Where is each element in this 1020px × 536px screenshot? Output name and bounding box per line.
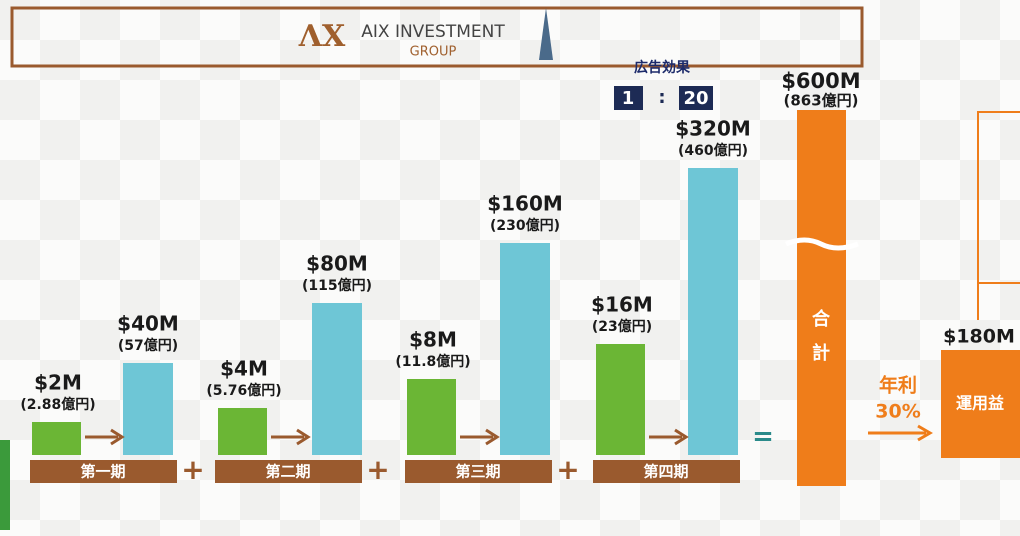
profit-box — [941, 350, 1020, 458]
invest-value: $16M — [591, 293, 653, 317]
return-bar — [688, 168, 738, 455]
ratio-colon: : — [658, 87, 665, 108]
invest-yen: (5.76億円) — [206, 382, 281, 399]
return-bar — [312, 303, 362, 455]
bracket — [977, 111, 1020, 320]
period-name: 第三期 — [455, 463, 500, 481]
total-label: 計 — [812, 342, 830, 364]
annual-rate: 30% — [875, 401, 920, 423]
return-bar — [500, 243, 550, 455]
logo-sub: GROUP — [410, 45, 457, 60]
arrow — [868, 424, 933, 442]
period-band — [405, 460, 552, 483]
return-value: $40M — [117, 312, 179, 336]
return-value: $80M — [306, 252, 368, 276]
arrow — [649, 428, 689, 446]
profit-label: 運用益 — [956, 394, 1004, 413]
invest-yen: (11.8億円) — [395, 353, 470, 370]
period-name: 第一期 — [80, 463, 125, 481]
invest-yen: (23億円) — [592, 318, 652, 335]
return-value: $160M — [487, 192, 563, 216]
plus-sign: + — [556, 453, 579, 486]
invest-bar — [32, 422, 81, 455]
ratio-left: 1 — [622, 88, 635, 109]
total-bar — [797, 110, 846, 486]
total-value: $600M — [781, 69, 860, 93]
return-value: $320M — [675, 117, 751, 141]
invest-value: $4M — [220, 357, 268, 381]
invest-yen: (2.88億円) — [20, 396, 95, 413]
arrow — [271, 428, 311, 446]
ratio-box — [679, 86, 713, 110]
side-strip — [0, 440, 10, 530]
period-band — [215, 460, 362, 483]
total-label: 合 — [812, 308, 831, 330]
profit-value: $180M — [943, 326, 1015, 348]
arrow — [85, 428, 125, 446]
return-yen: (460億円) — [678, 142, 748, 159]
invest-bar — [218, 408, 267, 455]
break-mark — [785, 237, 859, 251]
return-yen: (230億円) — [490, 217, 560, 234]
equals-sign: = — [752, 422, 774, 452]
plus-sign: + — [366, 453, 389, 486]
logo-text: AIX INVESTMENT — [361, 22, 505, 42]
ratio-box — [614, 86, 643, 110]
ratio-right: 20 — [683, 88, 708, 109]
logo-mark: ΛX — [298, 19, 346, 54]
period-band — [30, 460, 177, 483]
header-frame — [10, 6, 864, 68]
tower-icon — [539, 8, 553, 60]
ad-effect-label: 広告効果 — [634, 59, 691, 76]
return-yen: (57億円) — [118, 337, 178, 354]
invest-bar — [596, 344, 645, 455]
invest-bar — [407, 379, 456, 455]
total-yen: (863億円) — [783, 92, 858, 110]
period-name: 第四期 — [643, 463, 688, 481]
plus-sign: + — [181, 453, 204, 486]
period-band — [593, 460, 740, 483]
return-yen: (115億円) — [302, 277, 372, 294]
invest-value: $2M — [34, 371, 82, 395]
period-name: 第二期 — [265, 463, 310, 481]
arrow — [460, 428, 500, 446]
annual-label: 年利 — [879, 374, 917, 397]
invest-value: $8M — [409, 328, 457, 352]
return-bar — [123, 363, 173, 455]
